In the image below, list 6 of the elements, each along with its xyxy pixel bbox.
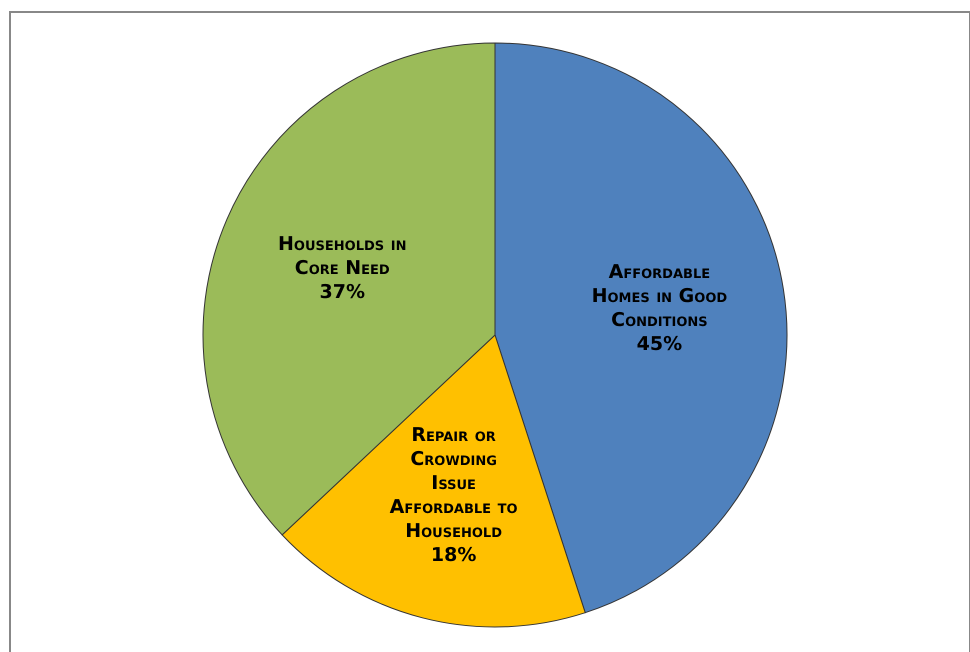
data-label: 45% (636, 333, 682, 356)
slice-label: Affordable Homes in Good Conditions (592, 261, 728, 332)
data-label: 18% (430, 544, 476, 566)
slice-label: Households in Core Need (278, 233, 406, 280)
slice-label: Repair or Crowding Issue Affordable to Household (390, 424, 518, 542)
data-label: 37% (320, 281, 365, 304)
